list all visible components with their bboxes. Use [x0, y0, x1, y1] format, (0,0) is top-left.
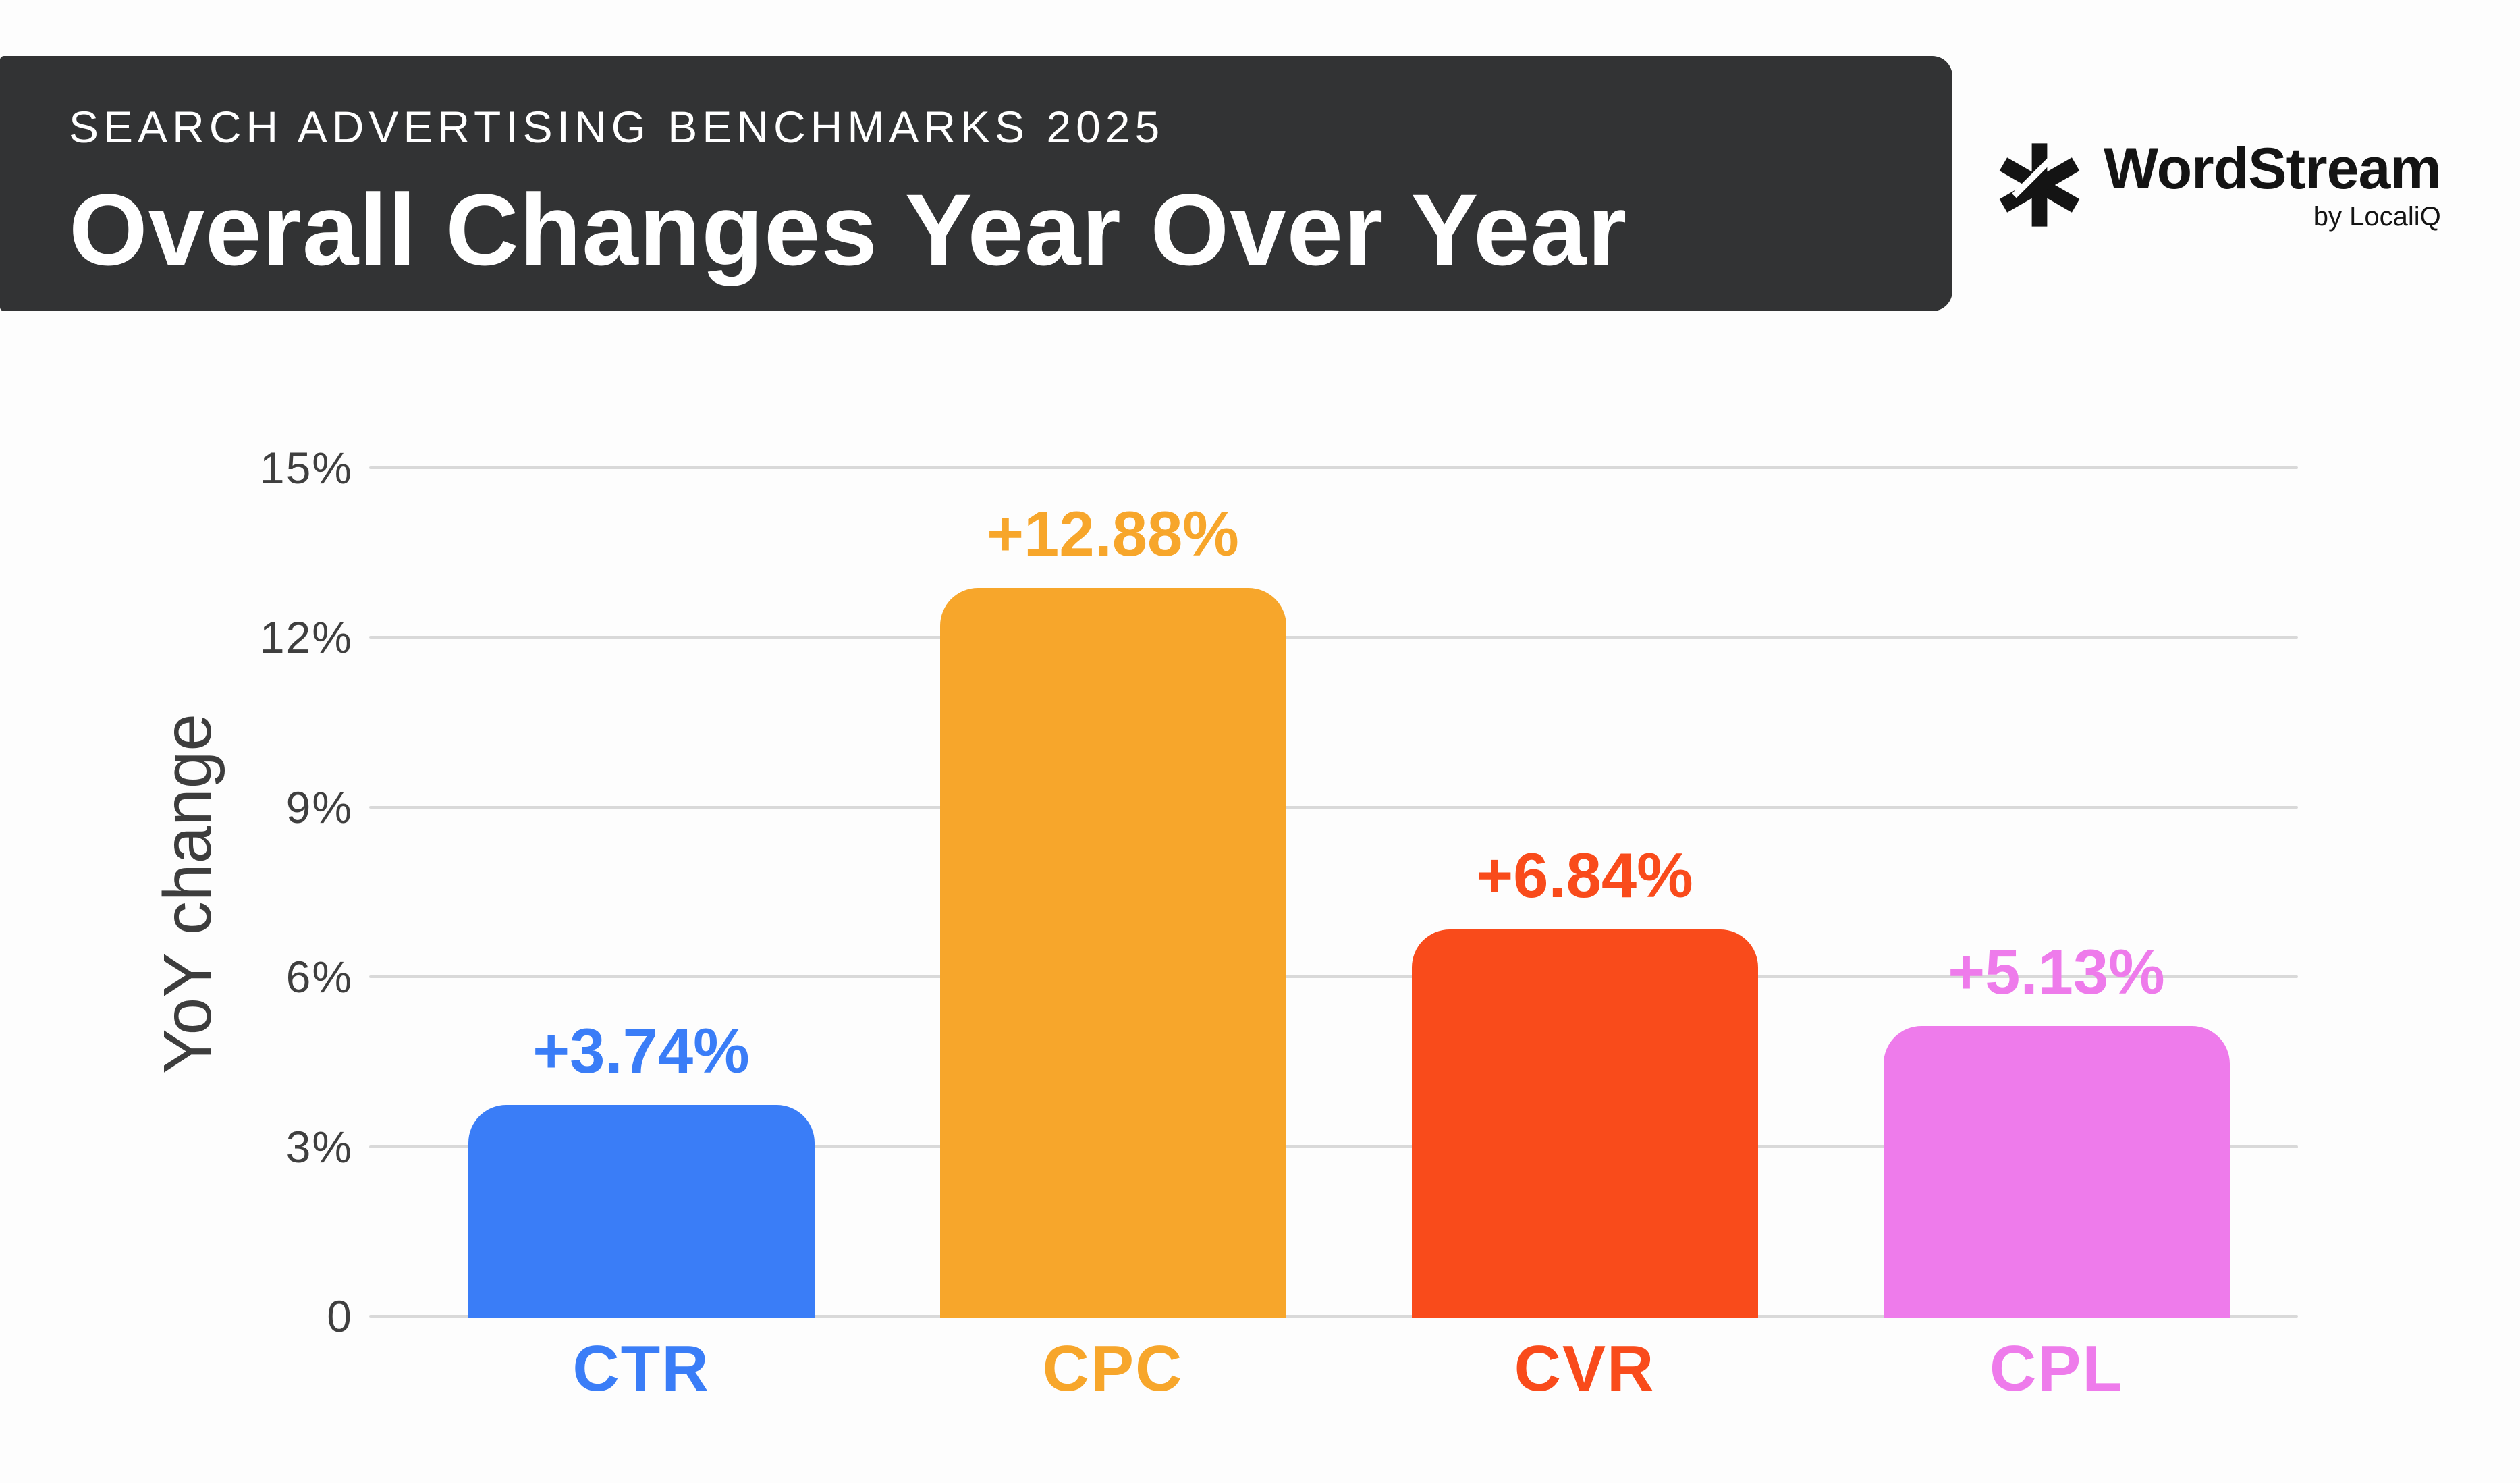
scribble-asterisk-icon — [1999, 143, 2080, 227]
y-tick-label: 0 — [327, 1291, 353, 1341]
gridline-6% — [369, 975, 2298, 979]
bar-cvr — [1411, 929, 1758, 1318]
y-tick-label: 12% — [259, 612, 353, 663]
value-label-cpc: +12.88% — [987, 497, 1239, 569]
gridline-0 — [369, 1315, 2298, 1318]
y-tick-label: 3% — [285, 1121, 353, 1172]
category-label-cpl: CPL — [1990, 1332, 2123, 1405]
gridline-12% — [369, 636, 2298, 639]
gridline-9% — [369, 805, 2298, 809]
bar-cpc — [939, 587, 1286, 1318]
category-label-ctr: CTR — [572, 1332, 710, 1405]
header-eyebrow: SEARCH ADVERTISING BENCHMARKS 2025 — [69, 102, 1165, 152]
y-tick-label: 6% — [285, 952, 353, 1002]
y-tick-label: 9% — [285, 782, 353, 832]
bar-ctr — [468, 1104, 815, 1318]
logo-text: WordStream by LocaliQ — [2104, 136, 2442, 232]
header-banner: SEARCH ADVERTISING BENCHMARKS 2025 Overa… — [0, 56, 1952, 311]
bar-cpl — [1883, 1026, 2230, 1318]
gridline-3% — [369, 1145, 2298, 1148]
logo-brand-name: WordStream — [2104, 136, 2442, 201]
logo-byline: by LocaliQ — [2313, 202, 2441, 232]
category-label-cpc: CPC — [1042, 1332, 1184, 1405]
value-label-cpl: +5.13% — [1948, 936, 2165, 1008]
wordstream-logo: WordStream by LocaliQ — [1994, 136, 2442, 232]
gridline-15% — [369, 466, 2298, 469]
category-label-cvr: CVR — [1514, 1332, 1655, 1405]
value-label-ctr: +3.74% — [532, 1015, 750, 1086]
page-title: Overall Changes Year Over Year — [69, 173, 1628, 286]
y-tick-label: 15% — [259, 443, 353, 493]
value-label-cvr: +6.84% — [1476, 839, 1693, 911]
y-axis-title: YoY change — [150, 713, 225, 1074]
